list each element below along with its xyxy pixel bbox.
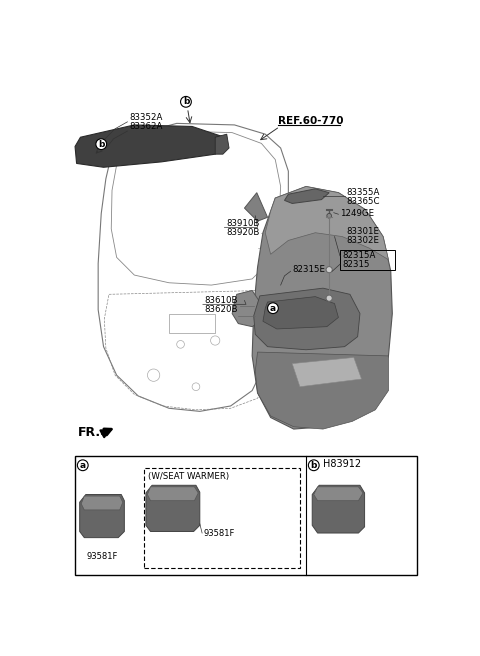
Circle shape: [327, 213, 332, 218]
Text: 83302E: 83302E: [346, 236, 379, 245]
Polygon shape: [75, 125, 225, 167]
Text: b: b: [311, 461, 317, 470]
Circle shape: [326, 295, 332, 301]
Circle shape: [77, 460, 88, 470]
Text: 83620B: 83620B: [204, 305, 238, 314]
Text: 82315E: 82315E: [292, 265, 325, 274]
Text: a: a: [270, 304, 276, 313]
Polygon shape: [285, 189, 329, 203]
Text: H83912: H83912: [323, 459, 361, 469]
Text: 83365C: 83365C: [346, 197, 380, 207]
Polygon shape: [263, 297, 338, 329]
Circle shape: [96, 139, 107, 150]
Text: REF.60-770: REF.60-770: [278, 116, 344, 126]
Text: 93581F: 93581F: [204, 529, 235, 537]
Text: a: a: [80, 461, 86, 470]
Text: 83355A: 83355A: [346, 188, 380, 197]
Polygon shape: [252, 186, 392, 429]
Text: b: b: [183, 97, 189, 106]
Polygon shape: [292, 358, 361, 387]
Text: 83920B: 83920B: [226, 228, 259, 237]
Text: 82315A: 82315A: [342, 251, 376, 260]
Polygon shape: [244, 193, 267, 221]
Polygon shape: [81, 496, 123, 510]
Text: 83352A: 83352A: [129, 113, 162, 122]
Polygon shape: [254, 288, 360, 350]
Polygon shape: [80, 495, 124, 538]
Text: 83362A: 83362A: [129, 122, 162, 131]
Bar: [144, 468, 300, 567]
Text: 83301E: 83301E: [346, 227, 379, 236]
Text: FR.: FR.: [78, 426, 101, 440]
Bar: [75, 456, 417, 575]
Bar: [340, 250, 396, 270]
Polygon shape: [232, 291, 260, 327]
Polygon shape: [146, 485, 200, 531]
Polygon shape: [312, 485, 365, 533]
Polygon shape: [255, 352, 388, 429]
Text: (W/SEAT WARMER): (W/SEAT WARMER): [148, 472, 229, 482]
Polygon shape: [265, 186, 388, 260]
Circle shape: [267, 303, 278, 314]
Text: 1249GE: 1249GE: [340, 209, 374, 218]
Circle shape: [326, 266, 332, 273]
Circle shape: [180, 96, 192, 107]
Text: b: b: [98, 140, 105, 149]
Text: 83610B: 83610B: [204, 296, 238, 305]
Circle shape: [308, 460, 319, 470]
Text: 83910B: 83910B: [226, 219, 259, 228]
Polygon shape: [147, 487, 198, 501]
Polygon shape: [314, 487, 363, 501]
Polygon shape: [215, 134, 229, 154]
Text: 82315: 82315: [342, 260, 370, 269]
Text: 93581F: 93581F: [86, 552, 118, 561]
